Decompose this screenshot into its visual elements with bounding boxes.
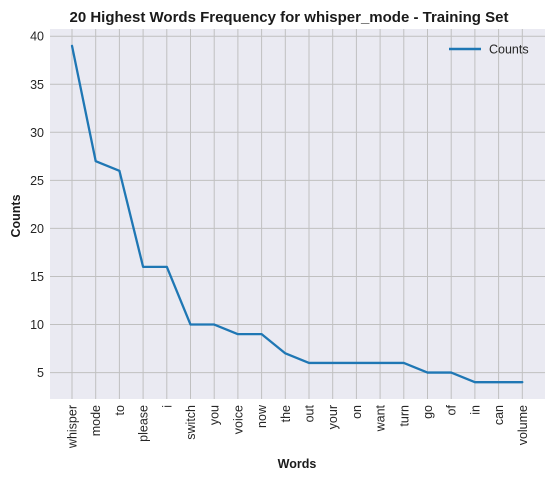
x-tick-label: now bbox=[255, 404, 269, 428]
x-tick-label: out bbox=[303, 404, 317, 422]
y-tick-labels: 5 10 15 20 25 30 35 40 bbox=[30, 30, 44, 380]
x-tick-label: want bbox=[374, 404, 388, 432]
y-tick-label: 10 bbox=[30, 318, 44, 332]
x-tick-label: your bbox=[326, 405, 340, 429]
y-tick-label: 35 bbox=[30, 78, 44, 92]
x-tick-label: i bbox=[160, 405, 174, 408]
x-tick-label: whisper bbox=[66, 405, 80, 449]
x-tick-label: in bbox=[468, 405, 482, 415]
x-tick-label: voice bbox=[231, 405, 245, 434]
x-tick-label: you bbox=[208, 405, 222, 425]
x-tick-label: switch bbox=[184, 405, 198, 440]
x-tick-label: to bbox=[113, 405, 127, 415]
y-tick-label: 5 bbox=[37, 366, 44, 380]
x-tick-label: please bbox=[137, 405, 151, 442]
y-tick-label: 15 bbox=[30, 270, 44, 284]
x-axis-label: Words bbox=[278, 457, 317, 471]
x-tick-label: of bbox=[445, 404, 459, 415]
x-tick-label: the bbox=[279, 405, 293, 422]
y-axis-label: Counts bbox=[9, 194, 23, 237]
chart-title: 20 Highest Words Frequency for whisper_m… bbox=[70, 9, 509, 26]
x-tick-label: mode bbox=[89, 405, 103, 436]
x-tick-label: turn bbox=[397, 405, 411, 427]
x-tick-label: can bbox=[492, 405, 506, 425]
x-tick-label: on bbox=[350, 405, 364, 419]
y-tick-label: 30 bbox=[30, 126, 44, 140]
y-tick-label: 25 bbox=[30, 174, 44, 188]
y-tick-label: 40 bbox=[30, 30, 44, 44]
y-tick-label: 20 bbox=[30, 222, 44, 236]
x-tick-label: volume bbox=[516, 405, 530, 445]
x-tick-label: go bbox=[421, 405, 435, 419]
legend-label: Counts bbox=[489, 43, 529, 57]
x-tick-labels: whisper mode to please i switch you voice now the… bbox=[66, 404, 530, 449]
